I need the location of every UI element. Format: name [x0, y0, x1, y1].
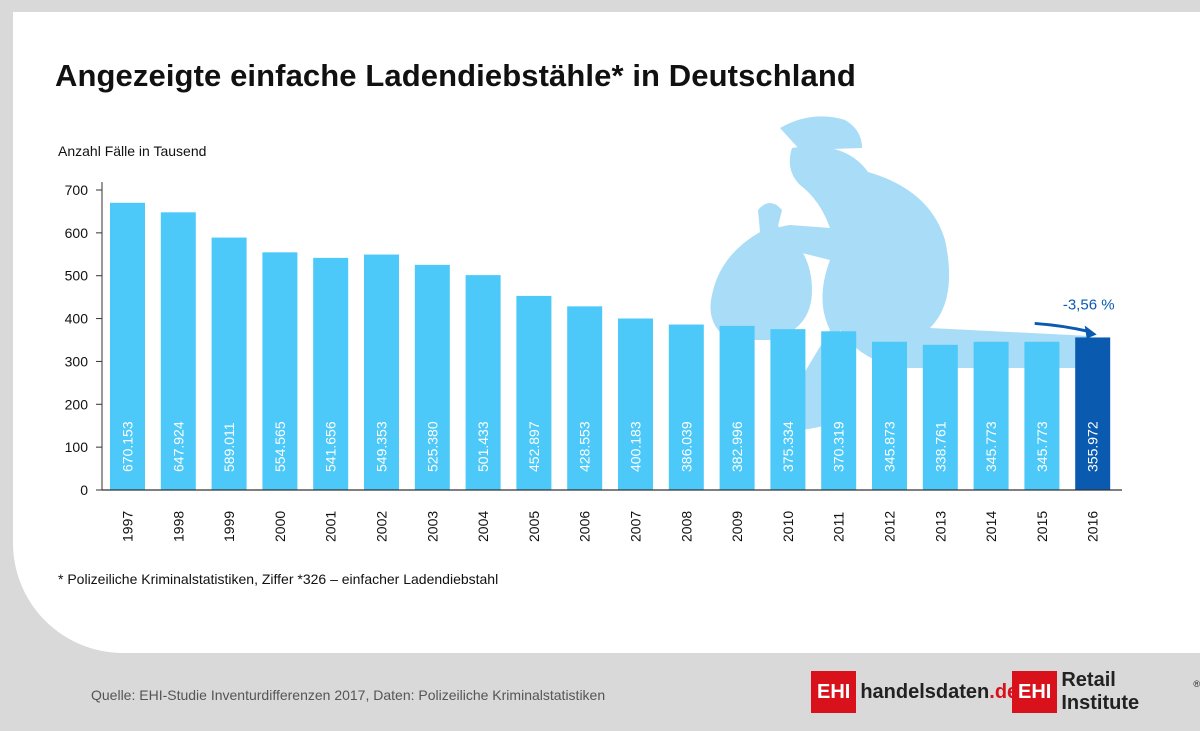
annotation-arrow — [1034, 321, 1090, 333]
y-tick-label: 700 — [65, 182, 89, 198]
logo-retail-institute[interactable]: EHI Retail Institute ® — [1012, 669, 1200, 714]
bar-1999 — [211, 237, 247, 490]
bar-value-label: 670.153 — [120, 421, 136, 472]
annotation-arrowhead — [1084, 325, 1097, 339]
x-tick-label: 2012 — [882, 511, 898, 542]
bar-value-label: 370.319 — [831, 421, 847, 472]
bars-group: 670.153 647.924 589.011 554.565 541.656 549.3… — [110, 202, 1111, 490]
bar-value-label: 554.565 — [272, 421, 288, 472]
bar-2016 — [1075, 337, 1111, 490]
x-tick-label: 2013 — [932, 511, 948, 542]
bar-value-label: 382.996 — [729, 421, 745, 472]
x-tick-label: 2009 — [729, 511, 745, 542]
bar-value-label: 501.433 — [475, 421, 491, 472]
bar-value-label: 428.553 — [577, 421, 593, 472]
x-tick-label: 2007 — [628, 511, 644, 542]
bar-2014 — [973, 341, 1009, 490]
change-annotation: -3,56 % — [1034, 296, 1115, 339]
registered-mark: ® — [1193, 679, 1200, 689]
ehi-logo-box: EHI — [811, 671, 857, 713]
logo-handelsdaten-text: handelsdaten — [860, 680, 990, 703]
logo-retail-text: Retail Institute — [1061, 669, 1140, 714]
bar-2008 — [668, 324, 704, 490]
bar-2010 — [770, 329, 806, 490]
x-tick-label: 2005 — [526, 511, 542, 542]
bar-2000 — [262, 252, 298, 490]
bar-2001 — [313, 257, 349, 490]
x-tick-label: 2006 — [577, 511, 593, 542]
bar-2002 — [364, 254, 399, 490]
x-tick-label: 2008 — [678, 511, 694, 542]
y-axis: 0 100 200 300 400 500 600 700 — [65, 182, 103, 498]
bar-2013 — [922, 344, 958, 490]
bar-value-label: 452.897 — [526, 421, 542, 472]
bar-value-label: 400.183 — [628, 421, 644, 472]
bar-2006 — [567, 306, 603, 490]
bar-2012 — [872, 341, 907, 490]
y-tick-label: 200 — [65, 396, 89, 412]
y-tick-label: 0 — [80, 482, 88, 498]
x-axis: 1997 1998 1999 2000 2001 2002 2003 2004 2005 2006… — [102, 489, 1122, 542]
x-tick-label: 1998 — [170, 511, 186, 542]
bar-value-label: 525.380 — [424, 421, 440, 472]
source-note: Quelle: EHI-Studie Inventurdifferenzen 2… — [91, 687, 606, 703]
y-tick-label: 600 — [65, 225, 89, 241]
bar-value-label: 647.924 — [170, 421, 186, 472]
x-tick-label: 2015 — [1034, 511, 1050, 542]
bar-2005 — [516, 295, 552, 490]
bar-value-label: 541.656 — [323, 421, 339, 472]
bar-1998 — [160, 212, 196, 490]
thief-silhouette — [710, 116, 1090, 431]
y-tick-label: 300 — [65, 353, 89, 369]
x-tick-label: 2002 — [374, 511, 390, 542]
x-tick-label: 2011 — [831, 512, 847, 542]
bar-2015 — [1024, 341, 1060, 490]
logo-handelsdaten-suffix: .de — [989, 680, 1019, 703]
bar-value-label: 375.334 — [780, 421, 796, 472]
y-tick-label: 500 — [65, 268, 89, 284]
annotation-label: -3,56 % — [1063, 296, 1115, 313]
y-tick-label: 100 — [65, 439, 89, 455]
footnote: * Polizeiliche Kriminalstatistiken, Ziff… — [58, 571, 499, 587]
x-tick-label: 2004 — [475, 511, 491, 542]
bar-value-label: 338.761 — [932, 421, 948, 472]
bar-value-label: 355.972 — [1085, 421, 1101, 472]
y-axis-label: Anzahl Fälle in Tausend — [58, 143, 207, 159]
x-tick-label: 2016 — [1085, 511, 1101, 542]
x-tick-label: 2003 — [424, 511, 440, 542]
bar-2011 — [821, 331, 857, 490]
logo-handelsdaten[interactable]: EHI handelsdaten .de — [811, 671, 1018, 713]
chart-title: Angezeigte einfache Ladendiebstähle* in … — [55, 58, 856, 93]
bar-value-label: 345.873 — [882, 421, 898, 472]
x-tick-label: 2001 — [323, 511, 339, 542]
bar-value-label: 589.011 — [221, 422, 237, 472]
bar-2003 — [414, 264, 450, 490]
bar-value-label: 345.773 — [983, 421, 999, 472]
bar-2004 — [465, 275, 501, 490]
ehi-logo-box: EHI — [1012, 671, 1058, 713]
bar-value-label: 549.353 — [374, 421, 390, 472]
bar-2009 — [719, 325, 755, 490]
bar-value-label: 386.039 — [678, 421, 694, 472]
x-tick-label: 1997 — [120, 511, 136, 542]
bar-value-label: 345.773 — [1034, 421, 1050, 472]
y-tick-label: 400 — [65, 311, 89, 327]
x-tick-label: 2000 — [272, 511, 288, 542]
x-tick-label: 2014 — [983, 511, 999, 542]
bar-2007 — [618, 318, 653, 490]
bar-1997 — [110, 202, 145, 490]
x-tick-label: 1999 — [221, 511, 237, 542]
x-tick-label: 2010 — [780, 511, 796, 542]
